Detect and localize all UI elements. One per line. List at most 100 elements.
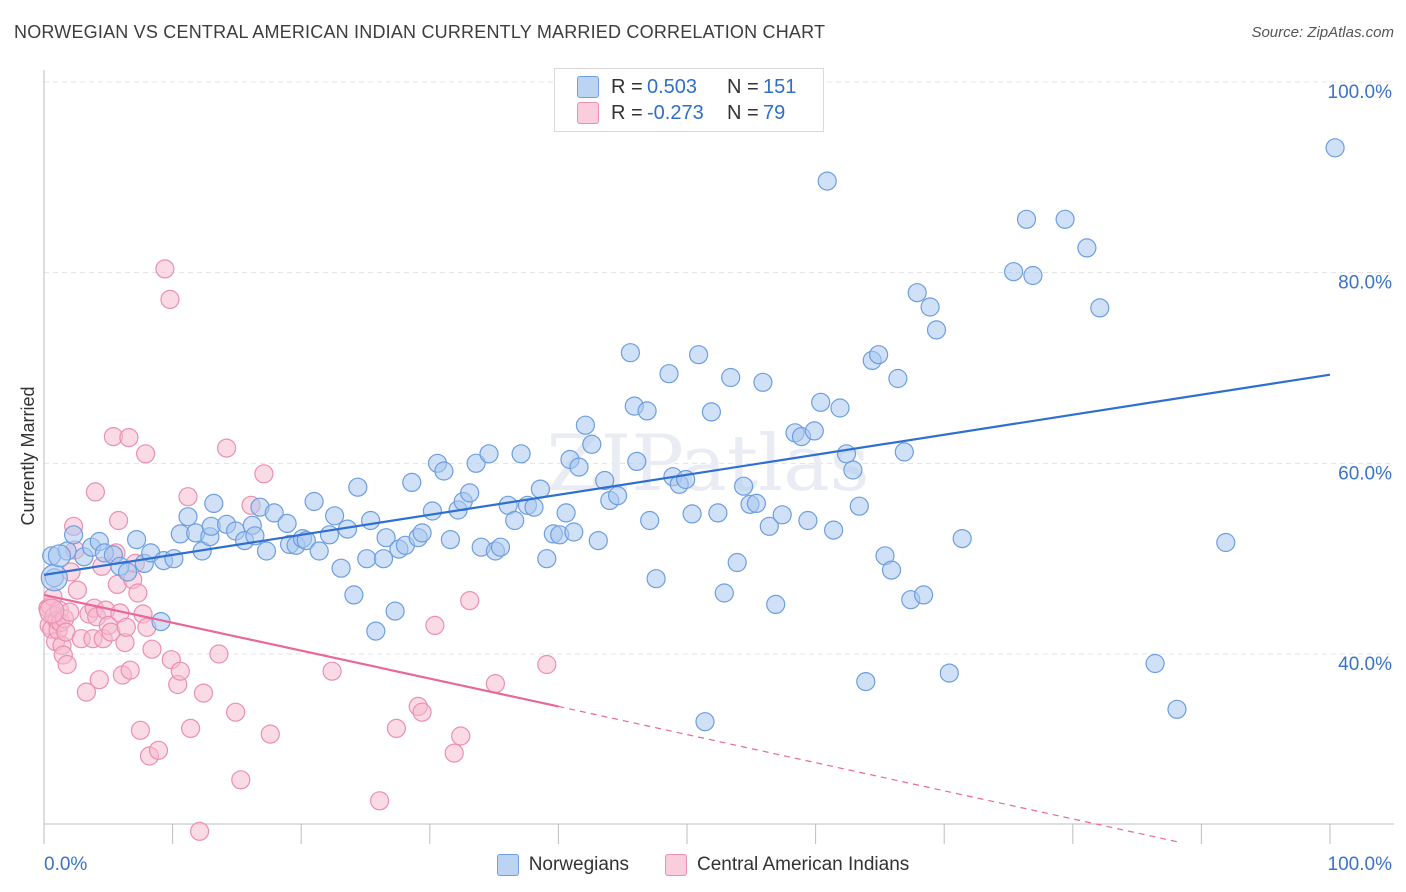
- blue-data-point: [823, 520, 844, 540]
- blue-data-point: [640, 510, 660, 531]
- pink-data-point: [254, 464, 274, 484]
- blue-data-point: [479, 444, 499, 464]
- pink-data-point: [85, 482, 106, 502]
- n-label: N =: [727, 101, 759, 124]
- blue-data-point: [264, 503, 284, 523]
- gridlines: [44, 81, 1394, 655]
- blue-data-point: [913, 585, 934, 605]
- pink-data-point: [209, 644, 229, 664]
- blue-data-point: [505, 510, 525, 531]
- legend-row-central-american-indians: R = -0.273 N = 79: [577, 101, 785, 125]
- pink-data-point: [425, 615, 445, 636]
- blue-data-point: [1145, 653, 1165, 674]
- blue-data-point: [907, 283, 927, 303]
- blue-data-point: [1023, 265, 1043, 286]
- blue-data-point: [127, 529, 147, 550]
- blue-data-point: [881, 560, 902, 580]
- pink-data-point: [190, 821, 210, 841]
- blue-data-point: [344, 585, 364, 605]
- blue-data-point: [178, 507, 198, 527]
- blue-data-point: [466, 453, 486, 473]
- blue-data-point: [511, 444, 531, 464]
- n-value: 79: [763, 101, 786, 124]
- pink-data-point: [170, 661, 190, 681]
- blue-data-point: [733, 476, 754, 496]
- pink-data-point: [260, 724, 280, 744]
- blue-data-point: [746, 493, 767, 513]
- blue-data-point: [460, 483, 480, 503]
- pink-data-point: [142, 639, 162, 659]
- n-label: N =: [727, 75, 759, 98]
- r-value: 0.503: [647, 75, 698, 98]
- pink-data-point: [116, 617, 136, 637]
- blue-data-point: [1090, 298, 1110, 318]
- pink-data-point: [136, 444, 156, 464]
- blue-data-point: [817, 171, 837, 191]
- legend-label: Norwegians: [528, 854, 630, 875]
- n-value: 151: [763, 75, 797, 98]
- pink-swatch-icon: [577, 102, 599, 124]
- blue-data-point: [357, 549, 377, 569]
- blue-data-point: [868, 345, 889, 365]
- pink-data-point: [412, 702, 432, 722]
- blue-data-point: [607, 486, 628, 506]
- x-tick-label-min: 0.0%: [44, 854, 87, 875]
- axis-labels: 40.0% 60.0% 80.0% 100.0% 0.0% 100.0% Currently…: [18, 82, 1392, 875]
- blue-data-point: [373, 549, 394, 569]
- pink-data-point: [119, 428, 139, 448]
- blue-data-point: [277, 513, 297, 534]
- norwegians-points: [40, 138, 1345, 732]
- pink-data-point: [178, 487, 198, 507]
- blue-data-point: [1055, 209, 1075, 229]
- blue-data-point: [701, 402, 722, 422]
- blue-data-point: [894, 442, 914, 462]
- pink-data-point: [120, 660, 140, 680]
- pink-data-point: [89, 670, 109, 690]
- legend-row-norwegians: R = 0.503 N = 151: [577, 75, 796, 99]
- legend-item-norwegians: Norwegians: [496, 854, 630, 876]
- pink-data-point: [537, 654, 557, 675]
- trend-lines: [43, 373, 1331, 843]
- pink-data-point: [76, 682, 97, 702]
- pink-data-point: [57, 654, 77, 675]
- blue-data-point: [721, 367, 741, 388]
- blue-data-point: [422, 501, 442, 521]
- blue-data-point: [637, 401, 657, 421]
- blue-data-point-large: [47, 544, 72, 568]
- blue-data-point: [524, 497, 544, 517]
- y-tick-label: 80.0%: [1338, 273, 1392, 294]
- blue-data-point: [849, 496, 869, 516]
- blue-data-point: [256, 541, 277, 561]
- central-american-indians-trend-extension: [558, 705, 1181, 843]
- blue-data-point: [811, 392, 831, 412]
- blue-data-point: [304, 491, 324, 512]
- blue-data-point: [759, 516, 779, 536]
- blue-data-point: [309, 541, 329, 561]
- blue-data-point: [164, 549, 184, 569]
- correlation-legend: R = 0.503 N = 151 R = -0.273 N = 79: [554, 68, 824, 132]
- series-legend: Norwegians Central American Indians: [0, 852, 1406, 878]
- norwegians-trend-line: [43, 373, 1331, 576]
- blue-data-point: [117, 562, 138, 582]
- blue-data-point: [63, 525, 84, 545]
- blue-data-point: [836, 444, 857, 464]
- pink-data-point: [322, 661, 342, 681]
- legend-item-central-american-indians: Central American Indians: [665, 854, 909, 876]
- chart-title: NORWEGIAN VS CENTRAL AMERICAN INDIAN CUR…: [14, 22, 826, 42]
- blue-data-point: [920, 297, 940, 317]
- pink-swatch-icon: [665, 854, 688, 876]
- blue-data-point: [708, 503, 728, 523]
- pink-data-point: [160, 289, 180, 309]
- blue-data-point: [490, 537, 511, 557]
- pink-data-point: [155, 259, 175, 279]
- blue-data-point-large: [40, 564, 68, 592]
- blue-data-point: [772, 505, 792, 525]
- blue-swatch-icon: [496, 854, 519, 876]
- blue-data-point: [296, 530, 316, 551]
- blue-data-point: [926, 320, 947, 340]
- y-tick-label: 100.0%: [1328, 82, 1393, 103]
- pink-data-point: [231, 770, 251, 790]
- y-axis-title: Currently Married: [18, 386, 38, 525]
- blue-data-point: [1003, 262, 1024, 282]
- blue-data-point: [331, 558, 351, 578]
